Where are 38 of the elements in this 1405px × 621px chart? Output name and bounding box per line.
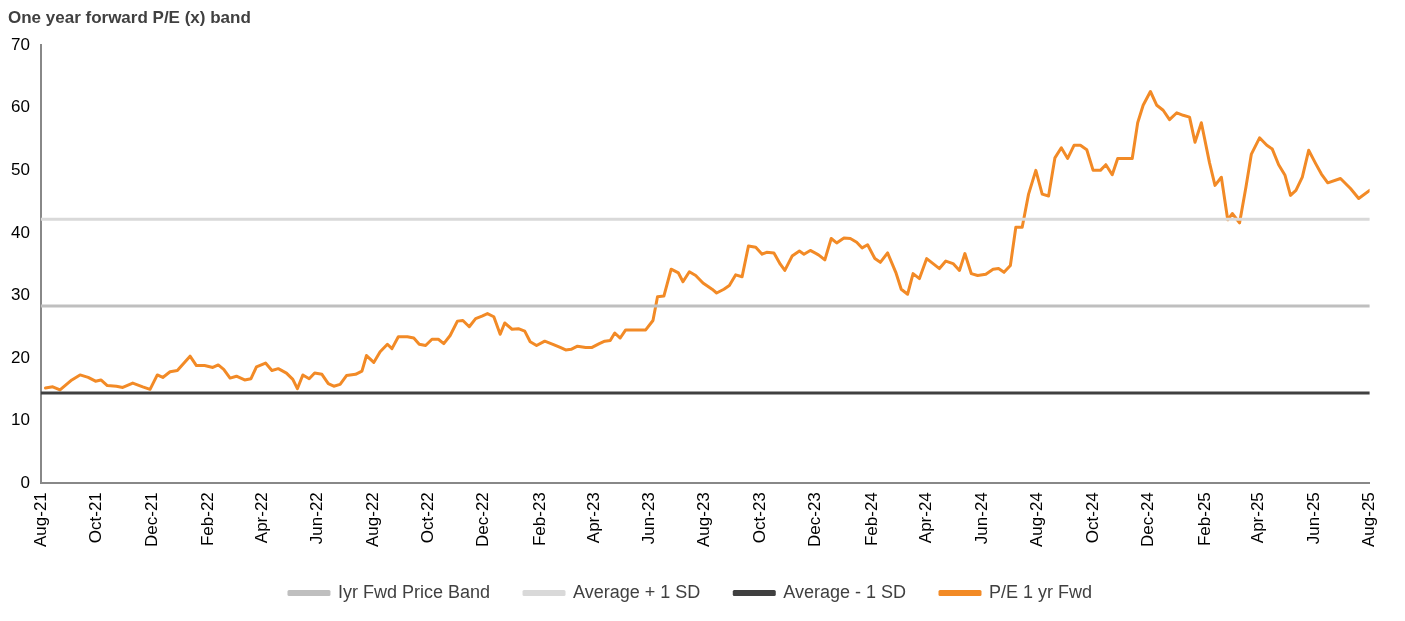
x-tick-label: Aug-22: [362, 492, 382, 548]
x-tick-label: Jun-24: [971, 492, 991, 545]
chart-title: One year forward P/E (x) band: [8, 8, 252, 28]
x-tick-label: Aug-25: [1359, 492, 1379, 548]
x-tick-label: Oct-23: [749, 492, 769, 544]
legend-label: P/E 1 yr Fwd: [989, 581, 1093, 602]
x-tick-label: Oct-24: [1082, 492, 1102, 544]
x-tick-label: Aug-23: [694, 492, 714, 548]
x-tick-label: Aug-24: [1027, 492, 1047, 548]
y-tick-label: 0: [20, 472, 30, 492]
y-tick-label: 60: [10, 97, 30, 117]
legend-label: Average - 1 SD: [783, 581, 907, 602]
x-tick-label: Jun-22: [307, 492, 327, 545]
x-tick-label: Feb-23: [529, 492, 549, 547]
legend-label: Iyr Fwd Price Band: [337, 581, 491, 602]
y-tick-label: 70: [10, 34, 30, 54]
y-tick-label: 40: [10, 222, 30, 242]
x-tick-label: Dec-24: [1138, 492, 1158, 547]
x-tick-label: Dec-23: [805, 492, 825, 547]
x-tick-label: Feb-24: [861, 492, 881, 547]
x-tick-label: Jun-25: [1303, 492, 1323, 545]
y-tick-label: 50: [10, 160, 30, 180]
x-tick-label: Apr-25: [1248, 492, 1268, 544]
x-tick-label: Aug-21: [30, 492, 50, 548]
legend-label: Average + 1 SD: [573, 581, 701, 602]
x-tick-label: Oct-21: [86, 492, 106, 544]
y-tick-label: 30: [10, 285, 30, 305]
y-tick-label: 20: [10, 347, 30, 367]
x-tick-label: Feb-22: [197, 492, 217, 547]
x-tick-label: Apr-24: [916, 492, 936, 544]
x-tick-label: Apr-22: [251, 492, 271, 544]
x-tick-label: Oct-22: [418, 492, 438, 544]
x-tick-label: Apr-23: [583, 492, 603, 544]
x-tick-label: Dec-22: [473, 492, 493, 547]
x-tick-label: Dec-21: [141, 492, 161, 547]
x-tick-label: Jun-23: [639, 492, 659, 545]
y-tick-label: 10: [10, 410, 30, 430]
x-tick-label: Feb-25: [1194, 492, 1214, 547]
